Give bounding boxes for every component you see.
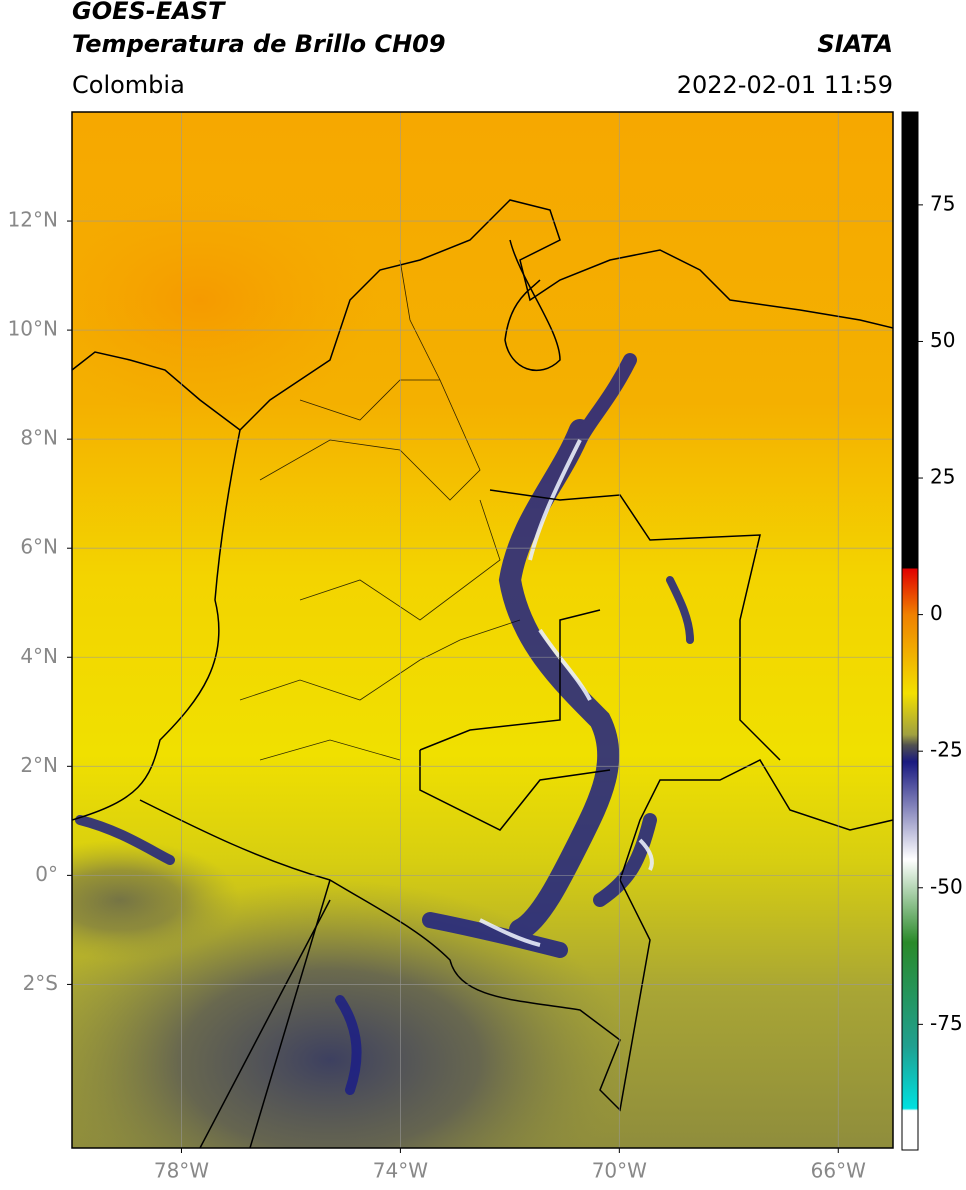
- y-tick-label: 2°N: [20, 753, 58, 777]
- x-tick-label: 66°W: [811, 1159, 866, 1183]
- colorbar-tick-label: -75: [930, 1011, 963, 1035]
- subtitle: Temperatura de Brillo CH09: [72, 30, 446, 58]
- colorbar: [901, 111, 919, 1151]
- colorbar-tick-label: 25: [930, 465, 955, 489]
- x-tick-label: 70°W: [592, 1159, 647, 1183]
- x-tick-label: 78°W: [154, 1159, 209, 1183]
- colorbar-tick-label: 50: [930, 328, 955, 352]
- y-tick-label: 0°: [35, 862, 58, 886]
- satellite-image: [72, 112, 893, 1148]
- y-tick-label: 4°N: [20, 644, 58, 668]
- y-tick-label: 10°N: [8, 317, 58, 341]
- colorbar-tick-label: -50: [930, 874, 963, 898]
- source: SIATA: [817, 30, 893, 58]
- colorbar-tick-label: 0: [930, 601, 943, 625]
- y-tick-label: 12°N: [8, 208, 58, 232]
- colorbar-tick-label: -25: [930, 738, 963, 762]
- region: Colombia: [72, 71, 185, 99]
- datetime: 2022-02-01 11:59: [677, 71, 893, 99]
- x-tick-label: 74°W: [373, 1159, 428, 1183]
- colorbar-tick-label: 75: [930, 191, 955, 215]
- y-tick-label: 2°S: [23, 971, 58, 995]
- y-tick-label: 6°N: [20, 535, 58, 559]
- title: GOES-EAST: [72, 0, 226, 25]
- map-frame: [71, 111, 894, 1149]
- y-tick-label: 8°N: [20, 426, 58, 450]
